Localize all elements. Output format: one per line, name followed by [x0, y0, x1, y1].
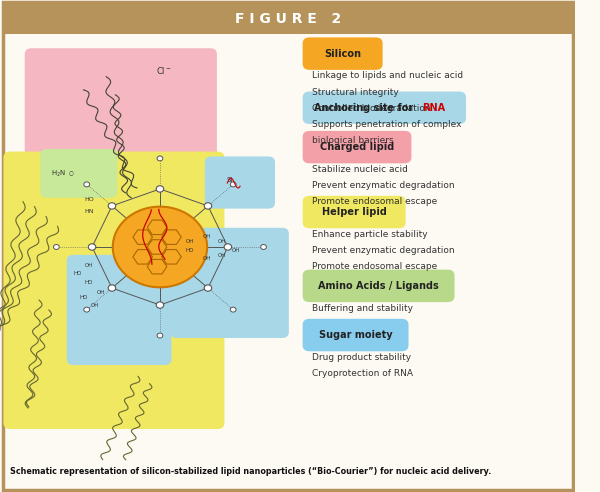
- Text: OH: OH: [185, 239, 194, 244]
- Circle shape: [204, 203, 212, 209]
- Circle shape: [156, 302, 164, 308]
- FancyBboxPatch shape: [302, 131, 412, 163]
- Text: Linkage to lipids and nucleic acid: Linkage to lipids and nucleic acid: [313, 71, 464, 80]
- Circle shape: [84, 307, 89, 312]
- Text: HO: HO: [85, 197, 94, 202]
- Circle shape: [157, 333, 163, 338]
- Text: biological barriers: biological barriers: [313, 136, 394, 145]
- Circle shape: [53, 245, 59, 249]
- Circle shape: [157, 156, 163, 161]
- FancyBboxPatch shape: [302, 196, 406, 228]
- FancyBboxPatch shape: [25, 48, 217, 193]
- Text: Prevent enzymatic degradation: Prevent enzymatic degradation: [313, 181, 455, 190]
- Circle shape: [230, 182, 236, 187]
- Text: OH: OH: [97, 290, 105, 295]
- Circle shape: [204, 285, 212, 291]
- FancyBboxPatch shape: [67, 255, 172, 365]
- Text: HN: HN: [85, 209, 94, 214]
- Text: OH: OH: [232, 248, 240, 253]
- Text: Promote endosomal escape: Promote endosomal escape: [313, 262, 437, 271]
- Text: Charged lipid: Charged lipid: [320, 142, 394, 152]
- Text: OH: OH: [217, 253, 226, 258]
- Circle shape: [224, 244, 232, 250]
- Text: Controlled biodegradation: Controlled biodegradation: [313, 104, 431, 113]
- FancyBboxPatch shape: [4, 152, 224, 429]
- Text: Buffering and stability: Buffering and stability: [313, 304, 413, 312]
- Text: RNA: RNA: [422, 103, 445, 113]
- Text: Amino Acids / Ligands: Amino Acids / Ligands: [318, 281, 439, 291]
- FancyBboxPatch shape: [302, 270, 455, 302]
- Circle shape: [88, 244, 96, 250]
- Circle shape: [260, 245, 266, 249]
- Circle shape: [230, 307, 236, 312]
- Text: Supports penetration of complex: Supports penetration of complex: [313, 120, 462, 129]
- Text: Enhance particle stability: Enhance particle stability: [313, 230, 428, 239]
- Text: Drug product stability: Drug product stability: [313, 353, 412, 362]
- Circle shape: [108, 285, 116, 291]
- Text: HO: HO: [79, 295, 88, 300]
- Circle shape: [108, 203, 116, 209]
- Text: Schematic representation of silicon-stabilized lipid nanoparticles (“Bio-Courier: Schematic representation of silicon-stab…: [10, 467, 491, 476]
- FancyBboxPatch shape: [40, 149, 118, 198]
- FancyBboxPatch shape: [302, 92, 466, 124]
- Text: Stabilize nucleic acid: Stabilize nucleic acid: [313, 165, 409, 174]
- Text: OH: OH: [203, 256, 211, 261]
- FancyBboxPatch shape: [3, 2, 572, 490]
- FancyBboxPatch shape: [205, 156, 275, 209]
- Text: OH: OH: [203, 234, 211, 239]
- Text: Prevent enzymatic degradation: Prevent enzymatic degradation: [313, 246, 455, 255]
- Text: OH: OH: [91, 303, 99, 308]
- FancyBboxPatch shape: [170, 228, 289, 338]
- Text: HO: HO: [185, 248, 194, 253]
- Text: Cryoprotection of RNA: Cryoprotection of RNA: [313, 369, 413, 378]
- Text: Structural integrity: Structural integrity: [313, 88, 399, 96]
- FancyBboxPatch shape: [302, 37, 383, 70]
- Circle shape: [156, 185, 164, 192]
- Text: Promote endosomal escape: Promote endosomal escape: [313, 197, 437, 206]
- Text: HO: HO: [85, 280, 94, 285]
- Text: $\bigcirc$: $\bigcirc$: [68, 169, 74, 178]
- Text: Cl$^-$: Cl$^-$: [156, 65, 172, 76]
- Text: Si: Si: [227, 177, 233, 183]
- Text: H$_2$N: H$_2$N: [50, 169, 66, 179]
- Text: OH: OH: [217, 239, 226, 244]
- Text: F I G U R E   2: F I G U R E 2: [235, 12, 341, 26]
- Circle shape: [84, 182, 89, 187]
- Text: Anchoring site for: Anchoring site for: [314, 103, 417, 113]
- Text: Sugar moiety: Sugar moiety: [319, 330, 392, 340]
- Text: Helper lipid: Helper lipid: [322, 207, 386, 217]
- Text: Silicon: Silicon: [324, 49, 361, 59]
- FancyBboxPatch shape: [302, 319, 409, 351]
- Text: OH: OH: [85, 263, 94, 268]
- Text: HO: HO: [73, 271, 82, 276]
- Circle shape: [113, 207, 207, 287]
- FancyBboxPatch shape: [3, 3, 572, 34]
